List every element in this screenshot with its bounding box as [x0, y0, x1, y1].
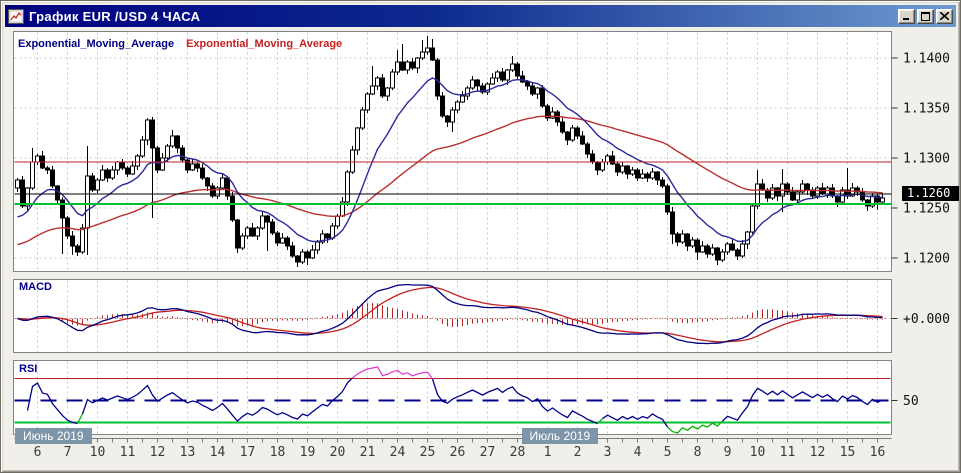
- date-label: 21: [360, 445, 376, 460]
- minimize-button[interactable]: [898, 8, 915, 24]
- window-title: График EUR /USD 4 ЧАСА: [29, 8, 201, 24]
- date-axis: 6 7 10 11 12 13 14 17 18 19 20 21 24 25 26 27 28 1 2 3 4 5 8 9 1…: [14, 438, 892, 460]
- svg-text:1.1300: 1.1300: [903, 152, 950, 167]
- svg-text:50: 50: [903, 394, 919, 409]
- rsi-panel: 50: [14, 366, 919, 434]
- date-label: 27: [480, 445, 496, 460]
- macd-signal-line: [17, 286, 883, 343]
- month-badge-july: Июль 2019: [521, 428, 599, 444]
- ema-slow-label: Exponential_Moving_Average: [186, 38, 343, 50]
- date-label: 10: [90, 445, 106, 460]
- rsi-line-segment: [76, 413, 84, 424]
- ema-fast-label: Exponential_Moving_Average: [18, 38, 175, 50]
- date-label: 15: [840, 445, 856, 460]
- date-label: 9: [724, 445, 732, 460]
- date-label: 19: [300, 445, 316, 460]
- window-controls: [898, 8, 953, 24]
- svg-text:1.1250: 1.1250: [903, 202, 950, 217]
- date-label: 26: [450, 445, 466, 460]
- rsi-line-segment: [81, 377, 353, 423]
- close-icon: [940, 12, 949, 20]
- svg-text:1.1200: 1.1200: [903, 252, 950, 267]
- minimize-icon: [902, 18, 909, 20]
- rsi-line-segment: [431, 378, 598, 425]
- date-label: 25: [420, 445, 436, 460]
- date-label: 3: [604, 445, 612, 460]
- date-label: 28: [510, 445, 526, 460]
- svg-text:1.1400: 1.1400: [903, 52, 950, 67]
- chart-app-icon[interactable]: [8, 8, 24, 24]
- date-label: 16: [870, 445, 886, 460]
- rsi-line-segment: [722, 387, 883, 422]
- rsi-line-segment: [26, 382, 78, 425]
- maximize-icon: [921, 11, 930, 21]
- date-label: 14: [210, 445, 226, 460]
- svg-text:1.1350: 1.1350: [903, 102, 950, 117]
- date-label: 12: [150, 445, 166, 460]
- rsi-line-segment: [602, 413, 669, 428]
- date-label: 10: [750, 445, 766, 460]
- date-label: 2: [574, 445, 582, 460]
- date-label: 20: [330, 445, 346, 460]
- date-label: 11: [120, 445, 136, 460]
- date-label: 8: [694, 445, 702, 460]
- date-label: 11: [780, 445, 796, 460]
- date-label: 5: [664, 445, 672, 460]
- close-button[interactable]: [936, 8, 953, 24]
- date-label: 6: [34, 445, 42, 460]
- date-label: 4: [634, 445, 642, 460]
- rsi-line-segment: [352, 366, 434, 380]
- rsi-line-segment: [667, 420, 723, 434]
- date-label: 24: [390, 445, 406, 460]
- rsi-panel-label: RSI: [19, 363, 38, 375]
- chart-client-area: 1.1400 1.1350 1.1300 1.1250 1.1200 +0.000 50 6 7…: [5, 27, 959, 470]
- month-badge-june: Июнь 2019: [15, 428, 92, 444]
- ema-lines: [17, 77, 883, 246]
- date-label: 13: [180, 445, 196, 460]
- price-axis: 1.1400 1.1350 1.1300 1.1250 1.1200: [891, 52, 950, 267]
- ema-fast-line: [17, 77, 883, 243]
- price-level-lines: [14, 161, 892, 205]
- indicator-legend: Exponential_Moving_Average Exponential_M…: [18, 38, 342, 50]
- svg-text:+0.000: +0.000: [903, 312, 950, 327]
- date-label: 12: [810, 445, 826, 460]
- macd-panel-label: MACD: [19, 281, 52, 293]
- maximize-button[interactable]: [917, 8, 934, 24]
- macd-panel: +0.000: [14, 283, 950, 345]
- candlestick-chart-canvas[interactable]: 1.1400 1.1350 1.1300 1.1250 1.1200 +0.000 50 6 7…: [5, 27, 958, 470]
- date-label: 18: [270, 445, 286, 460]
- date-label: 7: [64, 445, 72, 460]
- ema-slow-line: [17, 115, 883, 246]
- date-label: 1: [544, 445, 552, 460]
- current-price-badge: 1.1260: [902, 186, 959, 201]
- candles-layer: [15, 36, 885, 267]
- date-label: 17: [240, 445, 256, 460]
- macd-main-line: [17, 283, 883, 345]
- title-bar[interactable]: График EUR /USD 4 ЧАСА: [5, 5, 956, 27]
- rsi-line-segment: [597, 418, 603, 425]
- panel-frames: [13, 31, 892, 435]
